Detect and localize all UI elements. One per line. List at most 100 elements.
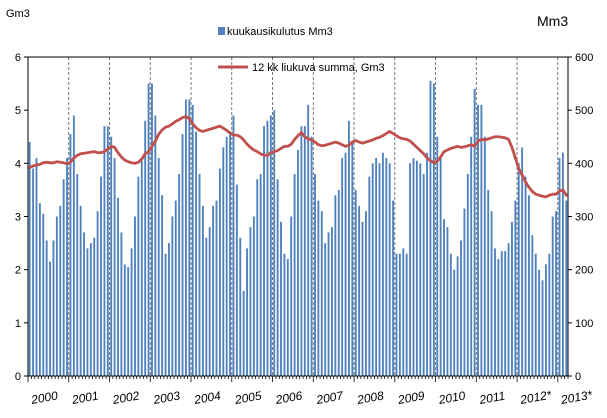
bar	[191, 104, 194, 376]
bar	[337, 189, 340, 376]
bar	[364, 211, 367, 376]
bar	[198, 173, 201, 376]
series-line	[28, 115, 568, 199]
bar	[327, 232, 330, 376]
bar	[351, 142, 354, 376]
bar	[229, 131, 232, 376]
bar	[208, 227, 211, 376]
bar	[385, 158, 388, 376]
bar	[473, 88, 476, 377]
x-tick-label: 2003	[151, 388, 181, 407]
bar	[293, 173, 296, 376]
bar	[273, 110, 276, 377]
bar	[415, 160, 418, 376]
bar	[358, 205, 361, 376]
bar	[341, 158, 344, 376]
x-tick-label: 2002	[111, 388, 141, 407]
bar	[307, 104, 310, 376]
bar	[89, 243, 92, 376]
bar	[439, 158, 442, 376]
bar	[371, 163, 374, 376]
bar	[120, 232, 123, 376]
bar	[117, 197, 119, 376]
bar	[55, 216, 58, 376]
y-right-tick-label: 600	[575, 52, 593, 64]
bar	[215, 200, 218, 376]
bar	[551, 216, 554, 376]
bar	[168, 243, 170, 376]
bar	[246, 248, 248, 376]
bar	[558, 158, 561, 376]
bar	[528, 195, 530, 376]
bar	[324, 243, 327, 376]
bar	[538, 269, 541, 376]
x-tick-label: 2004	[192, 388, 222, 407]
bar	[171, 216, 174, 376]
bar	[32, 168, 35, 376]
bar	[164, 253, 167, 376]
bar	[218, 168, 221, 376]
bar	[490, 211, 493, 376]
bar	[184, 99, 187, 376]
bar	[269, 115, 272, 376]
legend-swatch-bar	[218, 27, 225, 35]
bar	[470, 136, 473, 376]
x-tick-label: 2011	[477, 389, 506, 407]
bar	[494, 248, 496, 376]
bar	[297, 150, 299, 376]
bar	[83, 232, 85, 376]
y-right-tick-label: 500	[575, 105, 593, 117]
bar	[426, 152, 428, 376]
bar	[276, 179, 279, 376]
bar	[147, 83, 150, 376]
bar	[541, 280, 544, 376]
x-tick-label: 2000	[29, 388, 59, 407]
bar	[290, 216, 293, 376]
y-right-tick-label: 100	[575, 318, 593, 330]
bar	[235, 184, 238, 376]
bar	[405, 253, 408, 376]
bar	[381, 152, 384, 376]
x-tick-label: 2009	[396, 388, 426, 407]
bar	[517, 163, 520, 376]
bar	[483, 136, 486, 376]
bar	[531, 235, 534, 376]
y-left-tick-label: 4	[15, 158, 21, 170]
bar	[419, 163, 422, 376]
bar	[555, 211, 558, 376]
bar	[331, 227, 333, 376]
bar	[395, 253, 398, 376]
bar	[113, 158, 116, 376]
bar	[66, 158, 68, 376]
x-tick-label: 2008	[355, 388, 385, 407]
bar	[76, 173, 79, 376]
bar	[500, 251, 503, 376]
bar	[134, 216, 136, 376]
bar	[388, 163, 391, 376]
bar	[188, 99, 191, 376]
bar	[157, 158, 160, 376]
bar	[463, 208, 466, 376]
bar	[93, 237, 96, 376]
bar	[497, 259, 500, 376]
bar	[130, 248, 133, 376]
bar	[222, 147, 225, 376]
bar	[249, 227, 252, 376]
bar	[239, 237, 242, 376]
bar	[504, 251, 507, 376]
bar	[69, 134, 72, 376]
bar	[225, 136, 228, 376]
bar	[460, 240, 462, 376]
bar	[449, 253, 452, 376]
bar	[110, 136, 113, 376]
y-left-tick-label: 2	[15, 265, 21, 277]
bar	[398, 253, 401, 376]
bar	[466, 173, 469, 376]
bar	[38, 203, 41, 376]
y-left-tick-label: 1	[15, 318, 21, 330]
bar	[96, 211, 99, 376]
bar	[283, 253, 286, 376]
bar	[477, 104, 479, 376]
bar	[487, 189, 490, 376]
bar	[42, 213, 45, 376]
